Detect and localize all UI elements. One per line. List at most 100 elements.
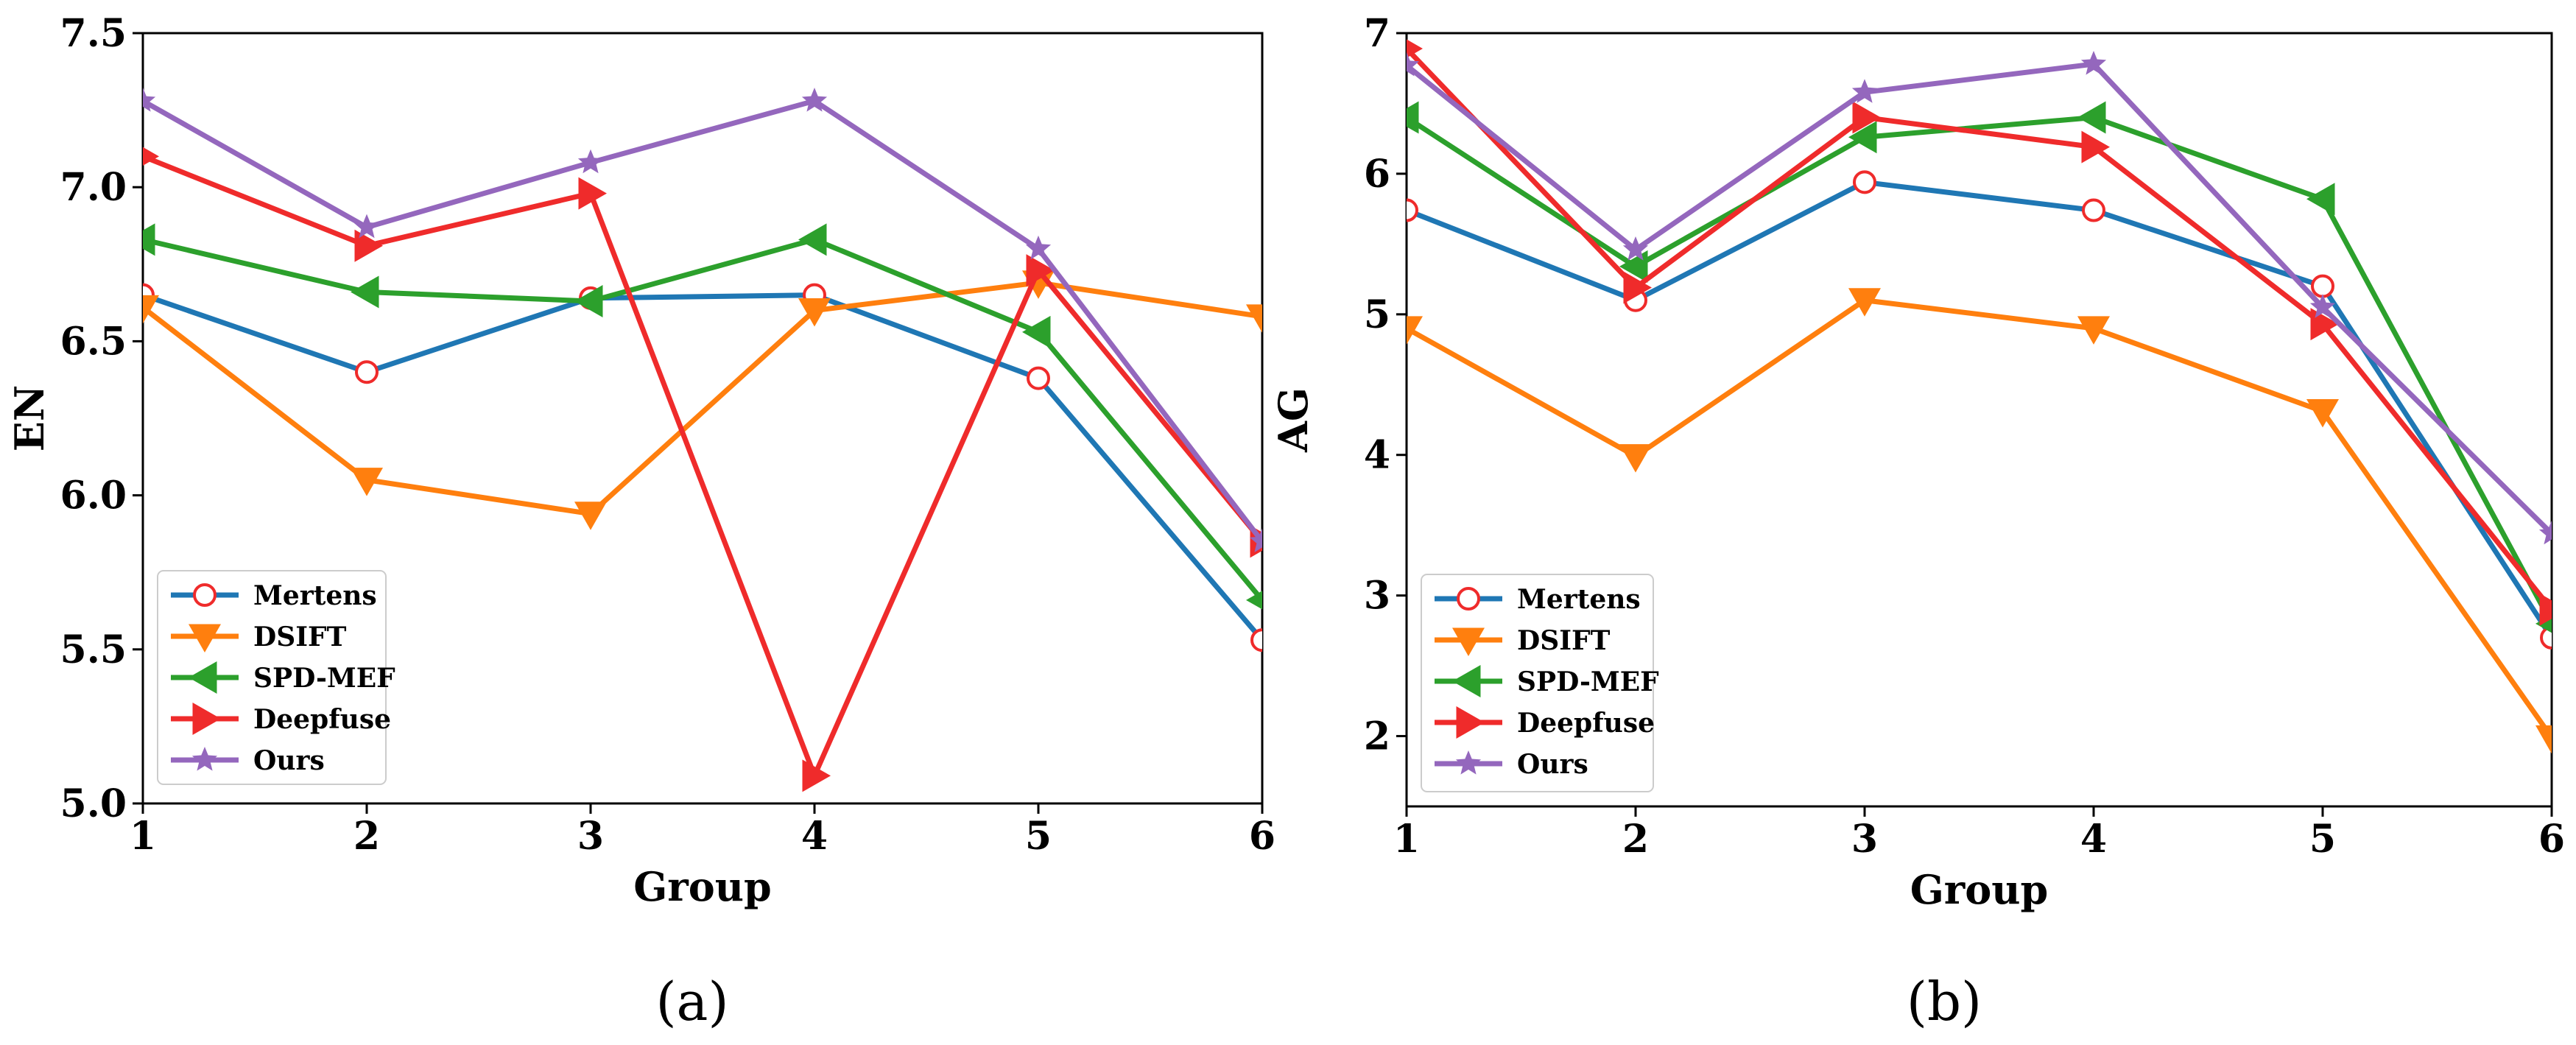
data-point-ours xyxy=(577,149,604,174)
y-tick-label: 7 xyxy=(1364,11,1390,56)
x-tick-label: 6 xyxy=(2538,817,2565,862)
data-point-spd-mef xyxy=(2077,101,2106,134)
legend-marker-ours xyxy=(1455,750,1482,775)
x-tick-label: 4 xyxy=(801,814,828,859)
data-point-ours xyxy=(1249,528,1262,552)
data-point-deepfuse xyxy=(802,759,831,792)
series-deepfuse xyxy=(143,147,1262,792)
legend-label-dsift: DSIFT xyxy=(253,622,347,652)
series-line-spd-mef xyxy=(143,236,1262,602)
data-point-deepfuse xyxy=(2081,130,2110,163)
x-tick-label: 2 xyxy=(1622,817,1649,862)
chart-1: 1 2 3 4 5 6 5.0 5.5 6.0 6.5 7.0 7.5 Group EN (a) Merten… xyxy=(6,11,1275,1032)
series-line-spd-mef xyxy=(1407,115,2552,625)
legend-marker-dsift xyxy=(1452,627,1485,656)
data-point-dsift xyxy=(1619,444,1652,473)
series-ours xyxy=(143,88,1262,552)
series-dsift xyxy=(1407,288,2552,754)
series-line-dsift xyxy=(143,280,1262,517)
y-tick-label: 6.5 xyxy=(60,319,127,364)
series-spd-mef xyxy=(1407,101,2552,633)
data-point-spd-mef xyxy=(1022,315,1051,348)
plot-area xyxy=(1407,39,2552,754)
data-point-deepfuse xyxy=(2539,593,2552,626)
legend-label-ours: Ours xyxy=(253,745,325,776)
legend-label-deepfuse: Deepfuse xyxy=(253,704,391,735)
x-axis-label: Group xyxy=(633,863,772,910)
data-point-dsift xyxy=(574,502,607,530)
data-point-dsift xyxy=(1848,288,1881,317)
legend-marker-dsift xyxy=(189,624,221,652)
y-tick-label: 5 xyxy=(1364,292,1390,337)
data-point-mertens xyxy=(1407,198,1418,222)
x-tick-label: 3 xyxy=(1851,817,1878,862)
legend-label-spd-mef: SPD-MEF xyxy=(1517,666,1659,697)
data-point-deepfuse xyxy=(143,147,159,166)
series-line-mertens xyxy=(143,292,1262,642)
legend-marker-spd-mef xyxy=(1452,665,1481,697)
y-axis-label: AG xyxy=(1270,387,1317,453)
data-point-deepfuse xyxy=(1407,39,1423,58)
y-tick-label: 5.0 xyxy=(60,781,127,826)
legend-label-ours: Ours xyxy=(1517,749,1588,780)
legend-marker-mertens xyxy=(193,583,217,607)
data-point-dsift xyxy=(143,295,159,324)
x-tick-label: 4 xyxy=(2080,817,2107,862)
y-tick-label: 7.0 xyxy=(60,165,127,210)
data-point-ours xyxy=(2538,520,2552,545)
data-point-mertens xyxy=(355,360,379,384)
data-point-mertens xyxy=(1250,628,1262,652)
legend-label-mertens: Mertens xyxy=(1517,584,1641,615)
series-mertens xyxy=(143,283,1262,652)
series-line-deepfuse xyxy=(1407,46,2552,611)
data-point-deepfuse xyxy=(1852,101,1881,134)
legend: Mertens DSIFT SPD-MEF Deepfuse Ours xyxy=(157,570,395,785)
data-point-mertens xyxy=(2082,198,2105,222)
data-point-dsift xyxy=(2535,725,2552,754)
data-point-deepfuse xyxy=(354,229,383,262)
data-point-dsift xyxy=(1246,304,1262,333)
data-point-ours xyxy=(2309,294,2336,318)
data-point-mertens xyxy=(2540,625,2552,650)
plot-area xyxy=(143,88,1262,792)
data-point-spd-mef xyxy=(1246,591,1262,610)
legend-label-spd-mef: SPD-MEF xyxy=(253,663,395,694)
data-point-dsift xyxy=(1407,316,1423,345)
series-line-ours xyxy=(1407,61,2552,536)
data-point-dsift xyxy=(2077,316,2110,345)
series-line-ours xyxy=(143,98,1262,543)
data-point-ours xyxy=(1622,236,1649,261)
x-tick-label: 2 xyxy=(353,814,380,859)
data-point-spd-mef xyxy=(143,223,155,256)
x-tick-label: 1 xyxy=(1393,817,1420,862)
plot-frame xyxy=(141,32,1264,805)
y-axis-label: EN xyxy=(6,385,53,452)
chart-caption: (b) xyxy=(1907,971,1982,1032)
y-tick-label: 7.5 xyxy=(60,11,127,56)
data-point-ours xyxy=(1025,235,1052,260)
y-tick-label: 2 xyxy=(1364,714,1390,759)
data-point-spd-mef xyxy=(1407,101,1419,134)
x-tick-label: 6 xyxy=(1249,814,1275,859)
series-ours xyxy=(1407,51,2552,545)
x-tick-label: 3 xyxy=(577,814,604,859)
data-point-dsift xyxy=(798,298,831,327)
data-point-spd-mef xyxy=(351,275,379,309)
y-tick-label: 3 xyxy=(1364,574,1390,619)
legend: Mertens DSIFT SPD-MEF Deepfuse Ours xyxy=(1421,574,1659,792)
data-point-deepfuse xyxy=(1623,271,1652,304)
data-point-spd-mef xyxy=(2306,183,2335,216)
series-line-dsift xyxy=(1407,298,2552,739)
data-point-ours xyxy=(1407,52,1420,77)
data-point-deepfuse xyxy=(1026,254,1055,287)
data-point-mertens xyxy=(1853,170,1876,194)
plot-frame xyxy=(1405,32,2553,808)
x-tick-label: 5 xyxy=(1025,814,1052,859)
data-point-ours xyxy=(1851,79,1878,103)
x-tick-label: 1 xyxy=(130,814,156,859)
data-point-ours xyxy=(801,88,828,112)
data-point-dsift xyxy=(351,468,383,496)
data-point-mertens xyxy=(1027,366,1050,390)
legend-marker-deepfuse xyxy=(1456,706,1485,739)
